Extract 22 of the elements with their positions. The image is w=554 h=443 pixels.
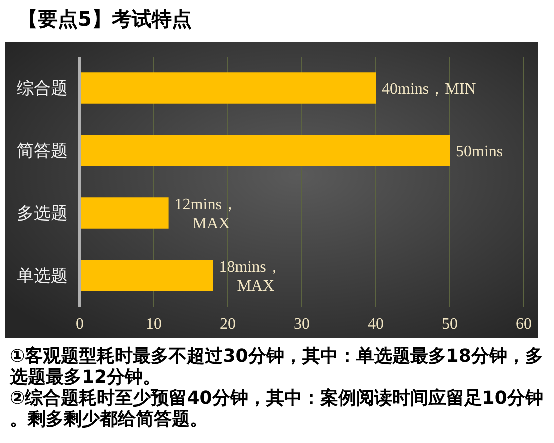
y-tick-label: 单选题 xyxy=(17,266,68,286)
data-label: 18mins， MAX xyxy=(219,258,282,295)
bar xyxy=(80,72,376,104)
data-label: 12mins， MAX xyxy=(174,196,238,232)
text: ②综合题耗时至少预留40分钟，其中：案例阅读时间应留足10分钟。剩多剩少都给简答题。 xyxy=(10,388,544,430)
chart-title: 【要点5】考试特点 xyxy=(18,7,192,31)
x-tick-label: 30 xyxy=(294,316,310,333)
x-tick-label: 10 xyxy=(146,316,162,333)
text: ①客观题型耗时最多不超过30分钟，其中：单选题最多18分钟，多选题最多12分钟。 xyxy=(9,346,544,388)
y-tick-label: 综合题 xyxy=(17,79,68,98)
x-tick-label: 20 xyxy=(220,316,236,333)
x-tick-label: 50 xyxy=(442,316,458,333)
bar xyxy=(80,135,450,166)
y-tick-label: 简答题 xyxy=(17,142,68,161)
bar xyxy=(80,198,169,229)
data-label: 40mins，MIN xyxy=(382,80,477,98)
bar xyxy=(80,260,214,292)
x-tick-label: 60 xyxy=(516,316,532,333)
y-tick-label: 多选题 xyxy=(17,204,68,224)
data-label: 50mins xyxy=(456,143,504,160)
x-tick-label: 0 xyxy=(76,316,84,333)
x-tick-label: 40 xyxy=(368,316,384,333)
